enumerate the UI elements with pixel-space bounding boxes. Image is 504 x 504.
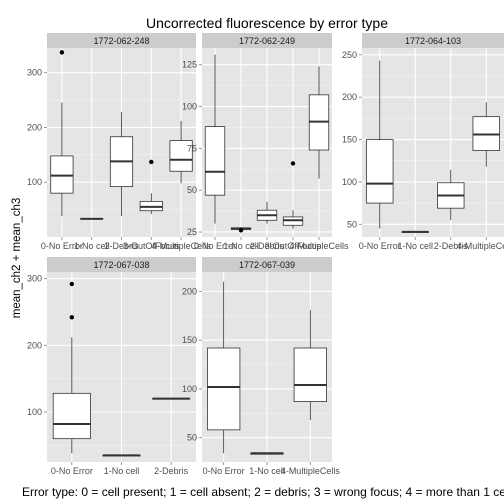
box-1	[102, 454, 141, 457]
x-tick-label: 0-No Error	[359, 241, 401, 251]
facet-strip-label: 1772-064-103	[405, 36, 461, 46]
y-tick-label: 200	[342, 92, 357, 102]
box-2	[152, 397, 191, 400]
x-tick-label: 3-OutOfFocus	[123, 241, 180, 251]
outlier-point	[290, 161, 296, 166]
x-tick-label: 4-MultipleCells	[281, 466, 341, 476]
box-2	[437, 170, 465, 221]
outlier-point	[238, 228, 244, 233]
chart-title: Uncorrected fluorescence by error type	[146, 15, 388, 31]
facet-panel: 1772-067-039 50 100 150 200 0-No Error 1-No ce…	[182, 257, 340, 476]
y-tick-label: 100	[27, 407, 42, 417]
y-tick-label: 100	[342, 177, 357, 187]
x-tick-label: 0-No Error	[51, 466, 93, 476]
box-1	[230, 226, 252, 233]
x-tick-label: 1-No cell	[397, 241, 433, 251]
box-body	[366, 139, 394, 204]
facet-strip-label: 1772-062-248	[93, 36, 149, 46]
box-body	[169, 140, 193, 172]
x-tick-label: 0-No Error	[194, 241, 236, 251]
x-tick-label: 4-MultipleCells	[457, 241, 504, 251]
box-0	[50, 50, 74, 217]
box-1	[250, 452, 284, 455]
x-tick-label: 1-No cell	[223, 241, 259, 251]
x-tick-label: 2-Debris	[104, 241, 139, 251]
y-tick-label: 125	[182, 60, 197, 70]
box-3	[282, 161, 304, 229]
box-1	[401, 230, 429, 233]
y-tick-label: 100	[182, 384, 197, 394]
x-tick-label: 1-No cell	[249, 466, 285, 476]
y-tick-label: 200	[182, 286, 197, 296]
x-tick-label: 0-No Error	[41, 241, 83, 251]
box-body	[50, 155, 74, 194]
box-0	[204, 54, 226, 224]
x-tick-label: 2-Debris	[434, 241, 469, 251]
x-tick-label: 1-No cell	[104, 466, 140, 476]
x-tick-label: 4-MultipleCells	[152, 241, 212, 251]
y-tick-label: 200	[27, 122, 42, 132]
y-axis-label: mean_ch2 + mean_ch3	[11, 198, 23, 319]
y-tick-label: 250	[342, 50, 357, 60]
outlier-point	[69, 281, 75, 287]
y-tick-label: 150	[182, 335, 197, 345]
facet-strip-label: 1772-067-038	[93, 260, 149, 270]
y-tick-label: 75	[187, 143, 197, 153]
outlier-point	[149, 159, 154, 165]
facet-strip	[202, 257, 332, 272]
box-body	[293, 347, 327, 402]
outlier-point	[59, 50, 65, 55]
x-tick-label: 1-No cell	[74, 241, 110, 251]
x-tick-label: 2-Debris	[250, 241, 285, 251]
x-tick-label: 3-OutOfFocus	[265, 241, 322, 251]
facet-panel: 1772-067-038 100 200 300 0-No Error 1-No cell…	[27, 257, 196, 476]
box-2	[256, 201, 278, 224]
facet-strip	[202, 33, 332, 48]
box-body	[52, 392, 91, 440]
box-2	[109, 112, 134, 217]
x-tick-label: 0-No Error	[203, 466, 245, 476]
facet-panel: 1772-064-103 50 100 150 200 250 0-No Error1-No…	[342, 33, 504, 251]
y-tick-label: 150	[342, 135, 357, 145]
box-4	[308, 66, 330, 179]
y-tick-label: 100	[27, 177, 42, 187]
box-body	[207, 347, 241, 431]
box-0	[52, 281, 91, 454]
y-tick-label: 50	[187, 433, 197, 443]
y-tick-label: 50	[187, 185, 197, 195]
x-tick-label: 2-Debris	[154, 466, 189, 476]
box-0	[366, 60, 394, 229]
box-0	[207, 281, 241, 454]
box-3	[139, 159, 163, 214]
caption-text: Error type: 0 = cell present; 1 = cell a…	[22, 485, 504, 499]
y-tick-label: 100	[182, 102, 197, 112]
facet-strip	[47, 257, 196, 272]
facet-strip-label: 1772-067-039	[239, 260, 295, 270]
box-1	[80, 217, 104, 220]
y-tick-label: 300	[27, 274, 42, 284]
facet-strip	[47, 33, 196, 48]
box-2	[293, 310, 327, 421]
x-tick-label: 4-MultipleCells	[289, 241, 349, 251]
facet-strip-label: 1772-062-249	[239, 36, 295, 46]
y-tick-label: 200	[27, 340, 42, 350]
y-tick-label: 50	[347, 219, 357, 229]
y-tick-label: 300	[27, 68, 42, 78]
box-3	[472, 102, 500, 167]
box-body	[204, 126, 226, 196]
box-4	[169, 120, 193, 184]
facet-strip	[362, 33, 504, 48]
y-tick-label: 25	[187, 227, 197, 237]
outlier-point	[69, 315, 75, 320]
